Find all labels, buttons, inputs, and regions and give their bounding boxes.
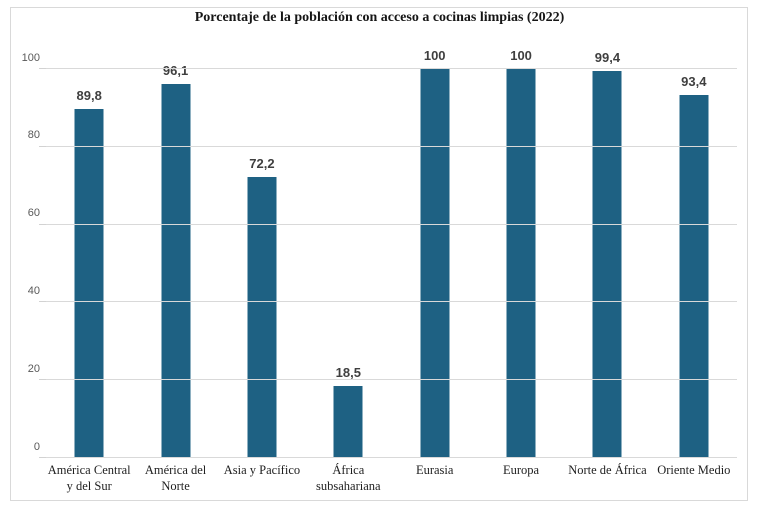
x-axis-label: América Central y del Sur bbox=[47, 463, 131, 493]
x-axis-label: Eurasia bbox=[415, 463, 454, 477]
y-tick-mark bbox=[39, 223, 46, 225]
bar-series: 89,8 96,1 72,2 18,5 100 100 99,4 93,4 bbox=[46, 48, 737, 458]
value-label: 96,1 bbox=[162, 63, 189, 79]
gridline-y-40 bbox=[46, 301, 737, 303]
bar-column: 99,4 bbox=[564, 50, 650, 458]
bar-column: 18,5 bbox=[305, 69, 391, 458]
x-axis-label: África subsahariana bbox=[316, 463, 381, 493]
value-label: 18,5 bbox=[335, 365, 361, 381]
bar-column: 96,1 bbox=[132, 63, 218, 458]
y-axis-label-60: 60 bbox=[27, 207, 40, 220]
y-tick-mark bbox=[39, 379, 46, 381]
y-axis: 0 20 40 60 80 100 bbox=[0, 52, 40, 458]
gridline-y-0 bbox=[46, 457, 737, 458]
bar-column: 100 bbox=[392, 48, 478, 458]
value-label: 100 bbox=[510, 48, 532, 63]
gridline-y-20 bbox=[46, 379, 737, 381]
gridline-y-100 bbox=[46, 68, 737, 69]
y-axis-label-100: 100 bbox=[21, 51, 40, 64]
value-label: 100 bbox=[423, 48, 446, 63]
x-axis-label: Asia y Pacífico bbox=[223, 463, 301, 477]
bar-column: 72,2 bbox=[219, 69, 305, 458]
bar bbox=[420, 69, 450, 458]
bar-column: 93,4 bbox=[651, 69, 737, 458]
x-axis-label: Europa bbox=[503, 463, 540, 477]
chart-title: Porcentaje de la población con acceso a … bbox=[194, 10, 565, 25]
bar bbox=[247, 177, 277, 458]
bar bbox=[506, 69, 536, 458]
bar bbox=[592, 71, 622, 458]
value-label: 93,4 bbox=[681, 73, 707, 89]
value-label: 99,4 bbox=[594, 50, 621, 66]
value-label: 89,8 bbox=[76, 87, 102, 103]
y-tick-mark bbox=[39, 301, 46, 303]
bar-column: 89,8 bbox=[46, 69, 132, 458]
y-axis-label-20: 20 bbox=[27, 362, 40, 375]
bar bbox=[161, 84, 191, 458]
gridline-y-60 bbox=[46, 223, 737, 225]
chart-frame bbox=[10, 7, 748, 501]
y-axis-label-0: 0 bbox=[33, 440, 40, 453]
gridline-y-80 bbox=[46, 145, 737, 147]
y-axis-label-80: 80 bbox=[27, 129, 40, 142]
bar bbox=[679, 94, 709, 458]
value-label: 72,2 bbox=[249, 156, 275, 172]
y-tick-mark bbox=[39, 68, 46, 69]
x-axis-label: Oriente Medio bbox=[657, 463, 731, 477]
x-axis-label: Norte de África bbox=[568, 463, 647, 477]
plot-area: 89,8 96,1 72,2 18,5 100 100 99,4 93,4 bbox=[39, 48, 737, 458]
bar bbox=[333, 386, 363, 458]
y-tick-mark bbox=[39, 145, 46, 147]
y-tick-mark bbox=[39, 457, 46, 458]
x-axis-label: América del Norte bbox=[144, 463, 207, 493]
x-axis: América Central y del Sur América del Nor… bbox=[46, 463, 737, 494]
y-axis-label-40: 40 bbox=[27, 284, 40, 297]
bar bbox=[74, 108, 104, 458]
bar-column: 100 bbox=[478, 48, 564, 458]
